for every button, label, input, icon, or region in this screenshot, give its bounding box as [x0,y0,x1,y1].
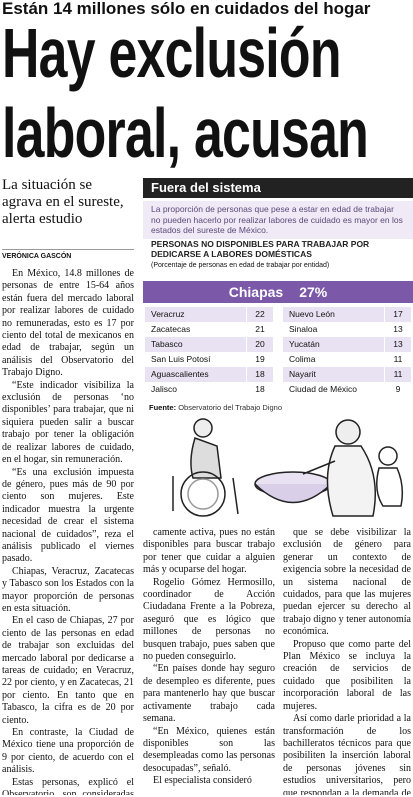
paragraph: “En México, quienes están disponibles so… [143,725,275,774]
state-name: Aguascalientes [151,369,209,379]
paragraph: Propuso que como parte del Plan México s… [283,638,411,712]
body-column: que se debe visibilizar la exclusión de … [283,527,411,795]
body-column: camente activa, pues no están disponible… [143,527,275,795]
highlight-state: Chiapas [228,284,284,300]
deck: La situación se agrava en el sureste, al… [2,177,124,227]
state-name: Sinaloa [289,324,318,334]
state-name: San Luis Potosí [151,354,211,364]
state-value: 17 [384,307,411,322]
state-value: 20 [246,337,273,352]
kicker: Están 14 millones sólo en cuidados del h… [2,0,371,18]
table-row: Nuevo León 17 [283,307,411,322]
state-name: Tabasco [151,339,183,349]
info-intro: La proporción de personas que pese a est… [143,201,413,239]
state-name: Colima [289,354,316,364]
body-column: En México, 14.8 millones de personas de … [2,268,134,795]
state-value: 9 [384,382,411,397]
table-row: Zacatecas 21 [145,322,273,337]
state-value: 21 [246,322,273,337]
paragraph: En México, 14.8 millones de personas de … [2,268,134,379]
state-value: 18 [246,382,273,397]
state-value: 22 [246,307,273,322]
paragraph: Chiapas, Veracruz, Zacatecas y Tabasco s… [2,565,134,614]
state-value: 13 [384,337,411,352]
state-value: 13 [384,322,411,337]
infographic: Fuera del sistema La proporción de perso… [143,178,413,520]
headline: Hay exclusión [2,14,341,92]
state-name: Zacatecas [151,324,191,334]
state-name: Nayarit [289,369,316,379]
paragraph: camente activa, pues no están disponible… [143,527,275,576]
state-value: 11 [384,367,411,382]
paragraph: En contraste, la Ciudad de México tiene … [2,727,134,776]
table-row: Sinaloa 13 [283,322,411,337]
paragraph: que se debe visibilizar la exclusión de … [283,527,411,638]
source-label: Fuente: [149,403,177,412]
state-value: 18 [246,367,273,382]
paragraph: En el caso de Chiapas, 27 por ciento de … [2,615,134,726]
state-name: Ciudad de México [289,384,358,394]
table-row: Yucatán 13 [283,337,411,352]
state-value: 19 [246,352,273,367]
info-subtitle: PERSONAS NO DISPONIBLES PARA TRABAJAR PO… [151,239,370,259]
highlight: Chiapas 27% [143,281,413,303]
paragraph: Estas personas, explicó el Observatorio,… [2,776,134,795]
table-row: Aguascalientes 18 [145,367,273,382]
table-row: Jalisco 18 [145,382,273,397]
info-title: Fuera del sistema [143,178,413,198]
table-row: Nayarit 11 [283,367,411,382]
state-value: 11 [384,352,411,367]
paragraph: Rogelio Gómez Hermosillo, coordinador de… [143,576,275,663]
source-text: Observatorio del Trabajo Digno [178,403,282,412]
table-row: Colima 11 [283,352,411,367]
byline: VERÓNICA GASCÓN [2,249,134,261]
paragraph: El especialista consideró [153,775,252,787]
headline: laboral, acusan [2,94,369,172]
table-row: San Luis Potosí 19 [145,352,273,367]
table: Veracruz 22 Zacatecas 21 Tabasco 20 San Luis P… [145,307,273,397]
paragraph: Así como darle prioridad a la transforma… [283,713,411,795]
table-row: Tabasco 20 [145,337,273,352]
illustration [172,418,404,517]
paragraph: “Este indicador visibiliza la exclusión … [2,379,134,466]
highlight-value: 27% [299,284,328,300]
state-name: Jalisco [151,384,177,394]
table-row: Veracruz 22 [145,307,273,322]
paragraph: “Es una exclusión impuesta de género, pu… [2,466,134,565]
state-name: Nuevo León [289,309,335,319]
source: Fuente: Observatorio del Trabajo Digno [149,403,409,412]
paragraph: “En países donde hay seguro de desempleo… [143,663,275,725]
info-note: (Porcentaje de personas en edad de traba… [151,262,330,269]
state-name: Yucatán [289,339,320,349]
table: Nuevo León 17 Sinaloa 13 Yucatán 13 Colima 11 Na… [283,307,411,397]
table-row: Ciudad de México 9 [283,382,411,397]
state-name: Veracruz [151,309,185,319]
